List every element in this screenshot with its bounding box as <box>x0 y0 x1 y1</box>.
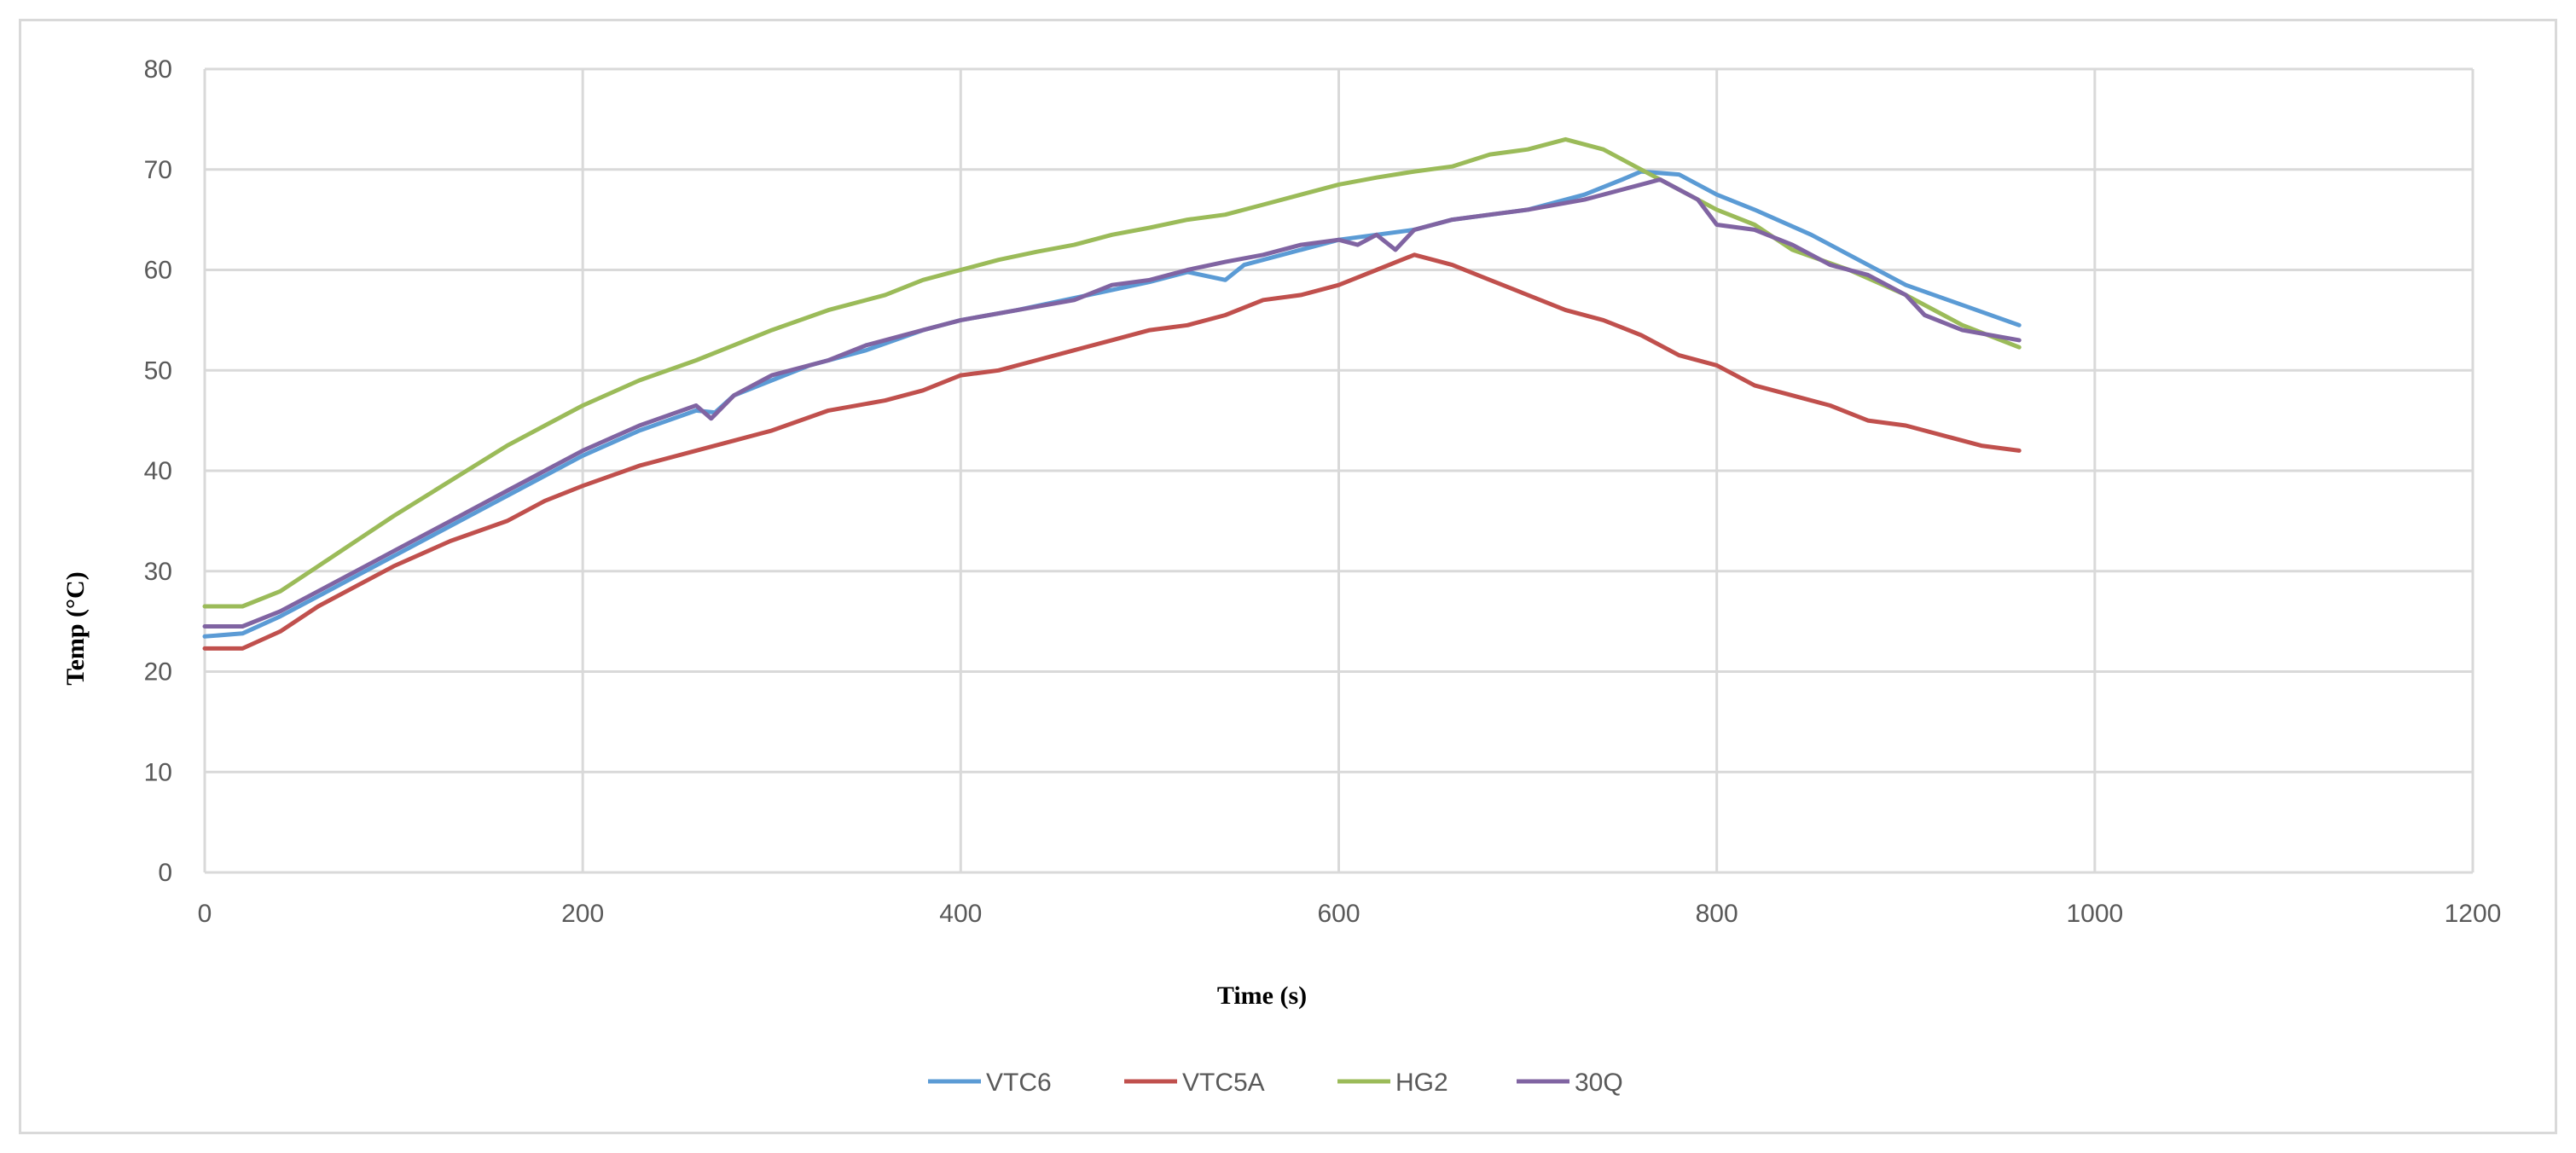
x-tick-label: 200 <box>561 900 604 928</box>
y-tick-label: 60 <box>144 257 172 285</box>
legend: VTC6 VTC5A HG2 30Q <box>928 1069 1623 1097</box>
x-tick-label: 400 <box>939 900 982 928</box>
y-tick-label: 70 <box>144 156 172 184</box>
series-lines <box>202 136 2022 651</box>
x-tick-label: 0 <box>198 900 212 928</box>
y-tick-label: 20 <box>144 658 172 687</box>
y-tick-label: 10 <box>144 758 172 786</box>
series-line-vtc6 <box>202 169 2022 639</box>
x-axis-tick-labels: 0 200 400 600 800 1000 1200 <box>198 900 2502 928</box>
x-axis-label: Time (s) <box>1217 982 1307 1010</box>
x-tick-label: 800 <box>1696 900 1738 928</box>
series-line-30q <box>202 177 2022 629</box>
x-tick-label: 1000 <box>2066 900 2123 928</box>
series-line-hg2 <box>202 136 2022 609</box>
y-tick-label: 80 <box>144 55 172 84</box>
y-axis-tick-labels: 0 10 20 30 40 50 60 70 80 <box>144 55 172 887</box>
y-tick-label: 50 <box>144 356 172 385</box>
chart-frame: 0 10 20 30 40 50 60 70 80 0 200 400 600 800 1000 1200 … <box>19 19 2557 1134</box>
series-line-vtc5a <box>202 252 2022 651</box>
legend-label-hg2: HG2 <box>1395 1069 1448 1097</box>
y-tick-label: 0 <box>158 859 172 887</box>
y-tick-label: 30 <box>144 558 172 586</box>
legend-label-vtc5a: VTC5A <box>1182 1069 1265 1097</box>
x-tick-label: 1200 <box>2445 900 2502 928</box>
y-tick-label: 40 <box>144 457 172 485</box>
grid-lines <box>203 67 2474 874</box>
legend-label-vtc6: VTC6 <box>986 1069 1052 1097</box>
y-axis-label: Temp (°C) <box>61 571 90 685</box>
x-tick-label: 600 <box>1317 900 1360 928</box>
legend-label-30q: 30Q <box>1575 1069 1623 1097</box>
